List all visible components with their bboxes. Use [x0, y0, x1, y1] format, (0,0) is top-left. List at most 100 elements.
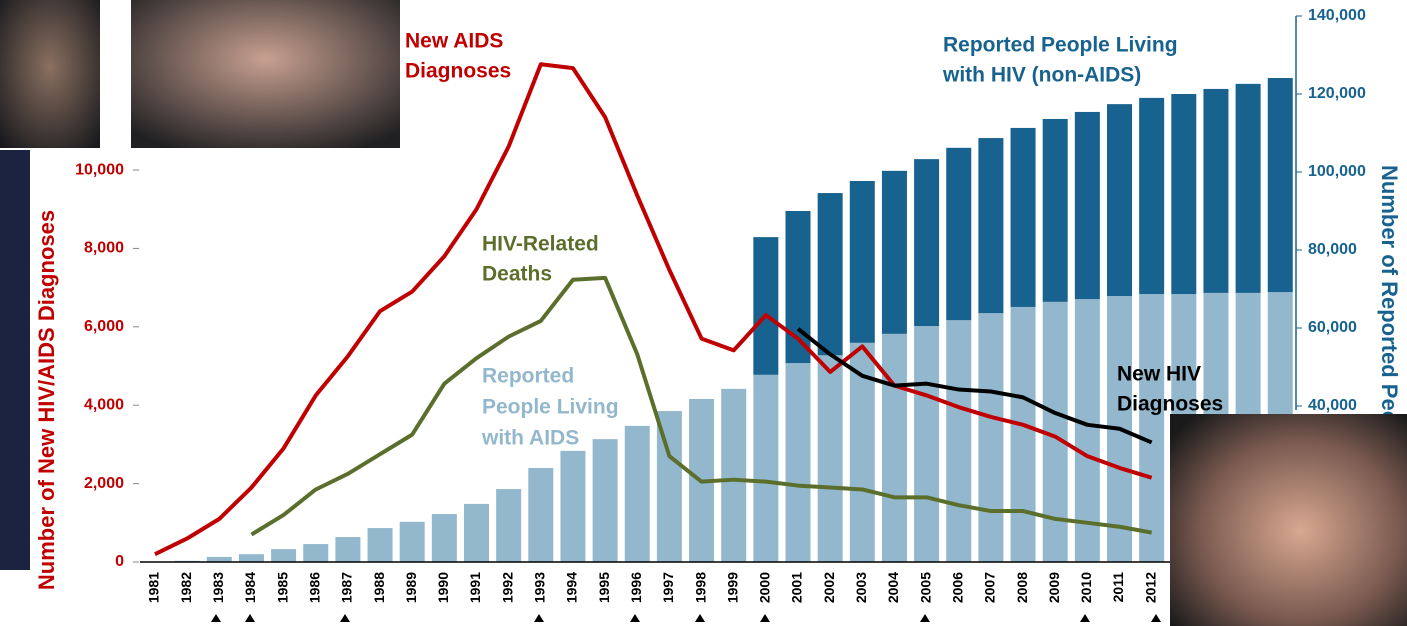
x-tick-label: 2010: [1078, 572, 1094, 603]
x-tick-label: 1995: [596, 572, 612, 603]
bar: [464, 504, 489, 562]
annotation: New HIV: [1117, 363, 1201, 386]
annotation: with AIDS: [481, 427, 579, 450]
x-tick-label: 2008: [1014, 572, 1030, 603]
bar: [528, 468, 553, 562]
chart: New AIDS Diagnoses HIV-Related Deaths Re…: [0, 0, 1407, 626]
bar: [593, 439, 618, 562]
bar: [432, 514, 457, 562]
x-tick-label: 1984: [242, 572, 258, 603]
bar: [335, 537, 360, 562]
marker: [1080, 614, 1090, 622]
x-tick-label: 2002: [821, 572, 837, 603]
bar: [882, 171, 907, 334]
y-tick-label: 10,000: [75, 161, 124, 178]
annotation: Deaths: [482, 263, 552, 286]
y-tick-label: 4,000: [84, 396, 124, 413]
bar: [978, 138, 1003, 313]
bar: [753, 237, 778, 375]
x-tick-label: 1988: [371, 572, 387, 603]
marker: [630, 614, 640, 622]
x-tick-label: 2000: [757, 572, 773, 603]
y2-tick-label: 120,000: [1308, 85, 1366, 102]
bar: [1107, 104, 1132, 296]
photo: [0, 0, 100, 148]
bar: [1203, 89, 1228, 293]
bar: [818, 193, 843, 355]
bar: [625, 426, 650, 562]
x-tick-label: 1996: [628, 572, 644, 603]
y2-tick-label: 100,000: [1308, 163, 1366, 180]
bar: [1075, 112, 1100, 299]
marker: [245, 614, 255, 622]
bar: [1139, 98, 1164, 294]
y-tick-label: 8,000: [84, 240, 124, 257]
annotation: New AIDS: [405, 30, 503, 53]
bar: [1043, 119, 1068, 302]
bar: [786, 363, 811, 562]
bar: [207, 557, 232, 562]
bar: [914, 159, 939, 326]
annotation: Diagnoses: [1117, 393, 1223, 416]
x-tick-label: 2005: [917, 572, 933, 603]
x-tick-label: 2011: [1110, 572, 1126, 603]
bar: [271, 549, 296, 562]
y-tick-label: 6,000: [84, 318, 124, 335]
y-tick-label: 0: [115, 553, 124, 570]
x-tick-label: 2009: [1046, 572, 1062, 603]
x-tick-label: 1986: [306, 572, 322, 603]
x-tick-label: 1989: [403, 572, 419, 603]
photo: [1170, 414, 1407, 626]
x-tick-label: 1998: [692, 572, 708, 603]
bar: [818, 355, 843, 562]
marker: [534, 614, 544, 622]
annotation: Diagnoses: [405, 60, 511, 83]
x-tick-label: 1997: [660, 572, 676, 603]
y-axis-title: Number of New HIV/AIDS Diagnoses: [34, 210, 59, 590]
x-tick-label: 2004: [885, 572, 901, 603]
y-tick-label: 2,000: [84, 475, 124, 492]
bar: [850, 181, 875, 343]
x-tick-label: 2003: [853, 572, 869, 603]
side-strip: [0, 150, 30, 570]
bar: [1011, 307, 1036, 562]
marker: [920, 614, 930, 622]
x-tick-label: 2007: [982, 572, 998, 603]
annotation: with HIV (non-AIDS): [942, 64, 1141, 87]
x-tick-label: 1992: [499, 572, 515, 603]
annotation: People Living: [482, 396, 619, 419]
y2-tick-label: 80,000: [1308, 241, 1357, 258]
marker: [211, 614, 221, 622]
photo: [131, 0, 400, 148]
x-tick-label: 1985: [274, 572, 290, 603]
marker: [695, 614, 705, 622]
x-tick-label: 1990: [435, 572, 451, 603]
bar: [496, 489, 521, 562]
x-tick-label: 1983: [210, 572, 226, 603]
annotation: Reported: [482, 365, 574, 388]
bar: [1268, 78, 1293, 292]
x-tick-label: 1999: [724, 572, 740, 603]
bar: [1236, 84, 1261, 293]
marker: [760, 614, 770, 622]
x-tick-label: 1981: [146, 572, 162, 603]
bar: [560, 451, 585, 562]
x-tick-label: 2001: [789, 572, 805, 603]
x-tick-label: 2006: [949, 572, 965, 603]
bar: [721, 389, 746, 562]
x-tick-label: 1987: [339, 572, 355, 603]
marker: [340, 614, 350, 622]
bar: [914, 326, 939, 562]
marker: [1151, 614, 1161, 622]
x-tick-label: 1994: [564, 572, 580, 603]
x-tick-label: 2012: [1142, 572, 1158, 603]
bar: [1139, 294, 1164, 562]
photo-markers: [211, 614, 1161, 622]
bar: [978, 313, 1003, 562]
bar: [303, 544, 328, 562]
y2-tick-label: 140,000: [1308, 7, 1366, 24]
x-tick-label: 1991: [467, 572, 483, 603]
bar: [946, 148, 971, 320]
bar: [753, 375, 778, 562]
annotation: HIV-Related: [482, 233, 599, 256]
